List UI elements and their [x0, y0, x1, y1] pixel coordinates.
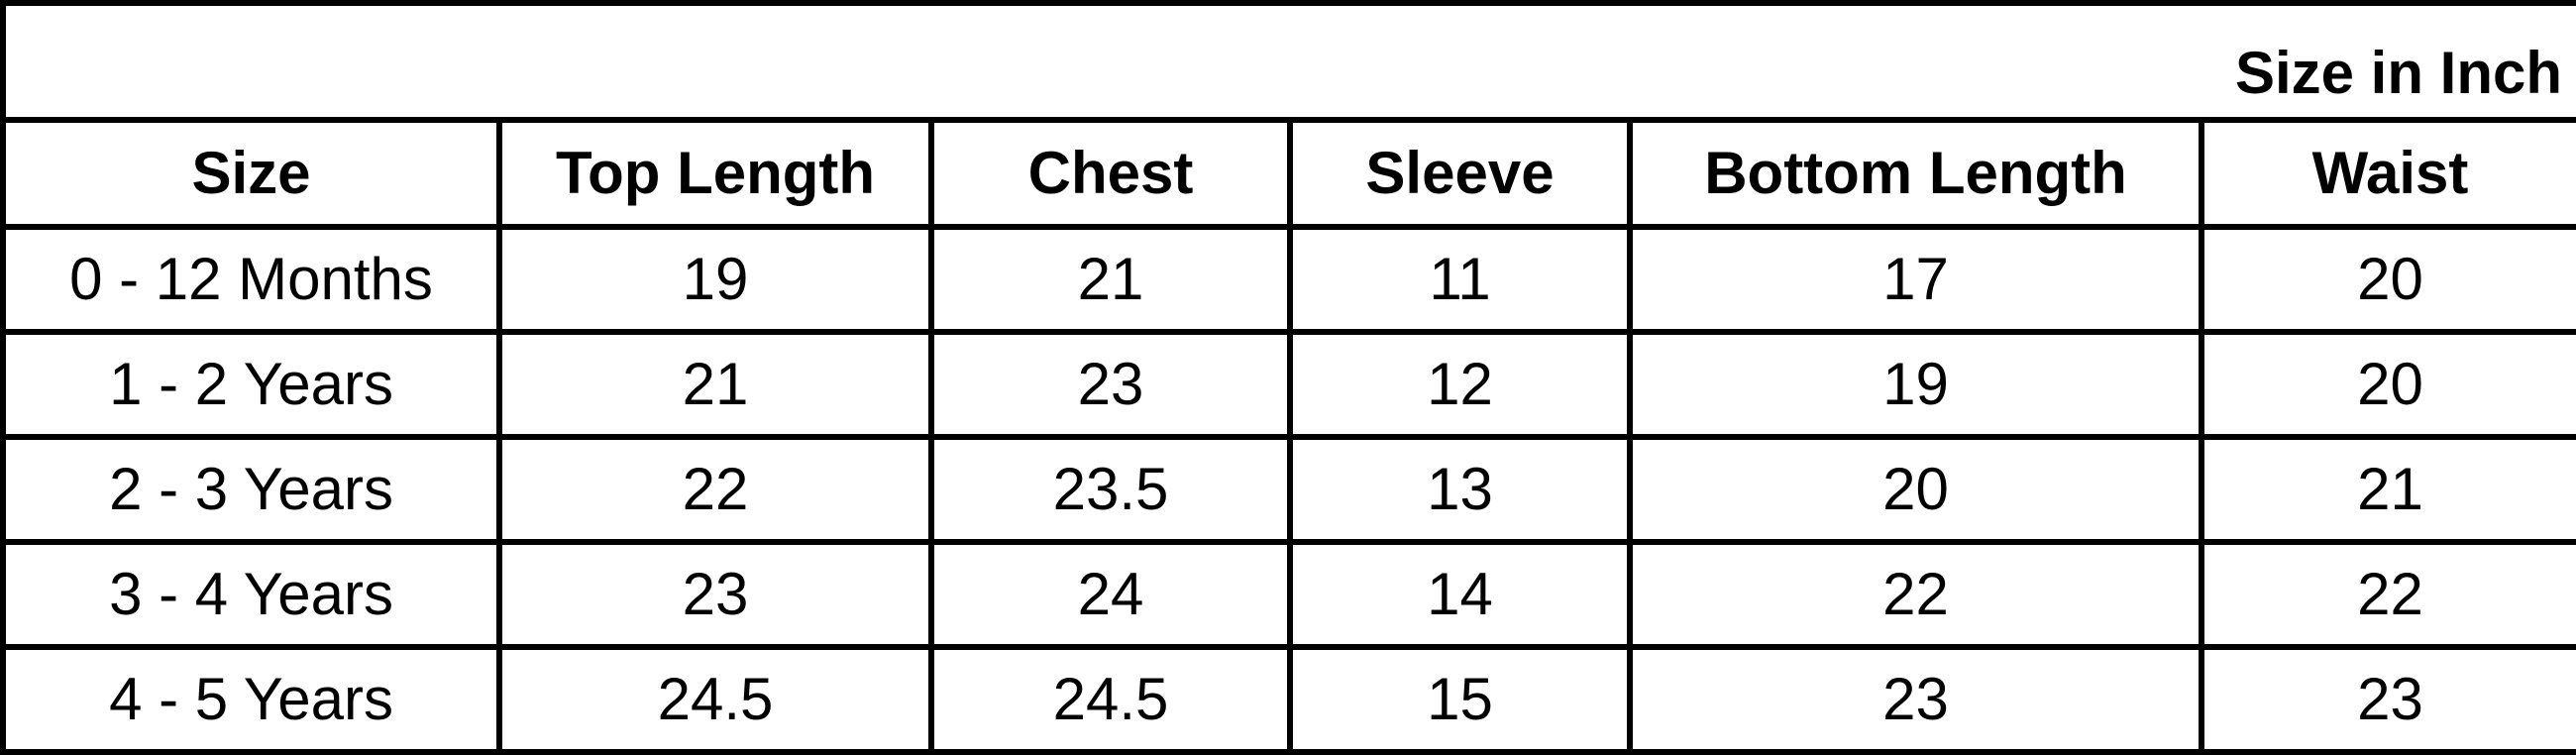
cell-sleeve: 15	[1287, 644, 1633, 755]
cell-sleeve: 11	[1287, 224, 1633, 335]
column-header-chest: Chest	[928, 117, 1293, 230]
cell-bottom-length: 19	[1627, 329, 2204, 440]
column-header-bottom-length: Bottom Length	[1627, 117, 2204, 230]
cell-bottom-length: 23	[1627, 644, 2204, 755]
unit-caption: Size in Inch	[0, 0, 2576, 121]
cell-bottom-length: 22	[1627, 539, 2204, 650]
cell-chest: 21	[928, 224, 1293, 335]
cell-chest: 23	[928, 329, 1293, 440]
cell-waist: 20	[2199, 329, 2576, 440]
cell-top-length: 19	[496, 224, 934, 335]
cell-size: 4 - 5 Years	[0, 644, 502, 755]
table-row: 1 - 2 Years 21 23 12 19 20	[0, 329, 2576, 440]
table-row: 2 - 3 Years 22 23.5 13 20 21	[0, 434, 2576, 545]
cell-waist: 20	[2199, 224, 2576, 335]
table-row: 0 - 12 Months 19 21 11 17 20	[0, 224, 2576, 335]
column-header-sleeve: Sleeve	[1287, 117, 1633, 230]
cell-top-length: 21	[496, 329, 934, 440]
cell-chest: 24	[928, 539, 1293, 650]
cell-bottom-length: 20	[1627, 434, 2204, 545]
cell-size: 2 - 3 Years	[0, 434, 502, 545]
cell-size: 1 - 2 Years	[0, 329, 502, 440]
table-row: 4 - 5 Years 24.5 24.5 15 23 23	[0, 644, 2576, 755]
column-header-top-length: Top Length	[496, 117, 934, 230]
cell-top-length: 24.5	[496, 644, 934, 755]
cell-size: 3 - 4 Years	[0, 539, 502, 650]
table-row: 3 - 4 Years 23 24 14 22 22	[0, 539, 2576, 650]
cell-chest: 23.5	[928, 434, 1293, 545]
column-header-waist: Waist	[2199, 117, 2576, 230]
cell-top-length: 23	[496, 539, 934, 650]
cell-size: 0 - 12 Months	[0, 224, 502, 335]
cell-sleeve: 14	[1287, 539, 1633, 650]
cell-top-length: 22	[496, 434, 934, 545]
caption-row: Size in Inch	[0, 0, 2576, 121]
cell-chest: 24.5	[928, 644, 1293, 755]
cell-bottom-length: 17	[1627, 224, 2204, 335]
column-header-size: Size	[0, 117, 502, 230]
cell-waist: 21	[2199, 434, 2576, 545]
cell-sleeve: 12	[1287, 329, 1633, 440]
cell-sleeve: 13	[1287, 434, 1633, 545]
cell-waist: 22	[2199, 539, 2576, 650]
header-row: Size Top Length Chest Sleeve Bottom Leng…	[0, 117, 2576, 230]
cell-waist: 23	[2199, 644, 2576, 755]
